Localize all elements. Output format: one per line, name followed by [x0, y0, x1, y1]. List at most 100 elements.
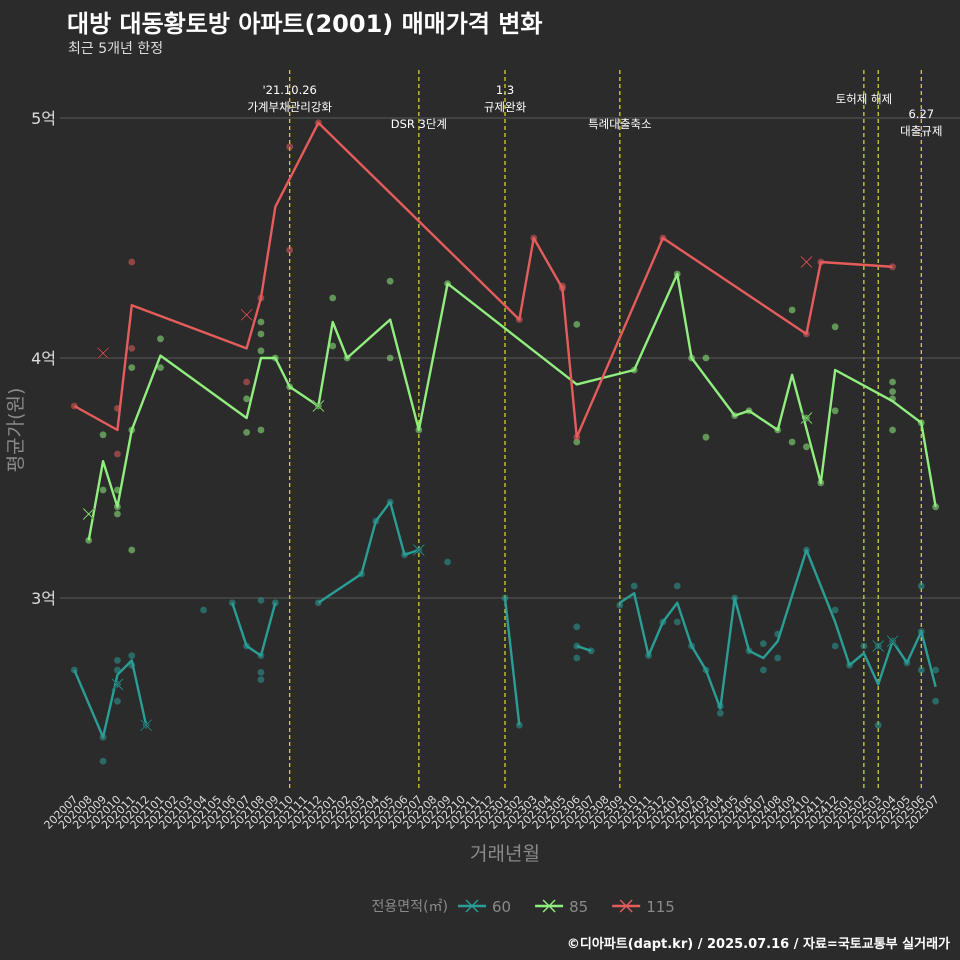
data-point [157, 364, 164, 371]
data-point [257, 669, 265, 676]
legend-item: 60 [458, 898, 511, 916]
cross-stroke [97, 347, 109, 360]
legend-label: 115 [646, 898, 675, 916]
data-point [759, 666, 767, 674]
data-point [573, 623, 581, 631]
data-point [803, 443, 810, 451]
cross-marker [140, 719, 153, 732]
chart-subtitle: 최근 5개년 한정 [68, 41, 164, 57]
series-line [231, 602, 277, 657]
series-line [619, 548, 937, 710]
data-point [114, 450, 121, 458]
data-point [860, 642, 868, 650]
event-label: 규제완화 [484, 100, 527, 114]
data-point [329, 342, 337, 350]
data-point [573, 654, 581, 662]
cross-stroke [140, 719, 152, 732]
data-point [243, 429, 251, 436]
data-point [573, 321, 581, 328]
data-point [788, 306, 796, 314]
series-line [503, 597, 521, 726]
cross-stroke [111, 678, 124, 691]
data-point [831, 407, 839, 415]
event-label: 대출규제 [900, 124, 942, 138]
data-point [157, 335, 164, 343]
event-label: 토허제 해제 [836, 92, 893, 106]
data-point [889, 378, 896, 386]
data-point [257, 426, 265, 434]
data-point [759, 640, 767, 647]
cross-marker [412, 543, 425, 557]
y-tick-label: 4억 [31, 349, 56, 368]
cross-marker [312, 399, 325, 413]
data-point [673, 582, 681, 590]
data-point [286, 143, 294, 151]
data-point [616, 601, 624, 609]
data-point [889, 426, 896, 434]
event-label: 1.3 [496, 83, 514, 97]
legend-label: 85 [569, 898, 588, 916]
data-point [286, 246, 294, 254]
series-115 [70, 119, 896, 458]
cross-stroke [872, 640, 885, 652]
cross-marker [97, 347, 110, 360]
data-point [702, 354, 710, 362]
data-point [99, 431, 107, 439]
cross-marker [800, 255, 813, 269]
data-point [257, 597, 265, 604]
data-point [128, 364, 136, 371]
legend-key-cross [542, 899, 556, 913]
data-point [128, 345, 136, 352]
cross-marker [82, 507, 95, 521]
cross-marker [111, 678, 124, 691]
data-point [889, 388, 896, 395]
legend-key-cross [619, 899, 633, 913]
data-point [673, 618, 681, 626]
data-point [874, 721, 882, 729]
series-line [87, 272, 937, 541]
series-line [317, 500, 420, 604]
data-point [257, 676, 265, 683]
data-point [932, 666, 940, 674]
data-point [114, 510, 121, 518]
data-point [386, 354, 394, 362]
series-line [73, 121, 893, 439]
cross-marker [800, 411, 813, 425]
legend-item: 115 [612, 898, 675, 916]
cross-marker [240, 308, 253, 321]
data-point [128, 546, 136, 554]
data-point [128, 652, 136, 659]
data-point [329, 294, 337, 302]
legend-item: 85 [535, 898, 588, 916]
data-point [99, 486, 107, 494]
cross-stroke [413, 544, 425, 556]
x-axis-title: 거래년월 [470, 843, 540, 865]
data-point [831, 323, 839, 331]
event-label: 6.27 [908, 107, 934, 121]
series-line [73, 659, 148, 739]
data-point [630, 582, 638, 590]
event-label: '21.10.26 [262, 83, 316, 97]
series-line [576, 644, 592, 652]
data-point [917, 582, 925, 590]
data-point [788, 438, 796, 446]
y-axis-title: 평균가(원) [5, 388, 27, 473]
data-point [386, 277, 394, 285]
legend-key-cross [465, 899, 479, 913]
data-point [573, 438, 581, 446]
cross-stroke [82, 508, 95, 520]
cross-stroke [800, 256, 813, 268]
data-point [702, 433, 710, 441]
data-point [257, 347, 265, 355]
legend: 전용면적(㎡) 60 85 115 [372, 898, 675, 916]
cross-marker [886, 635, 899, 648]
data-point [444, 558, 451, 566]
data-point [716, 709, 724, 717]
event-label: DSR 3단계 [391, 117, 447, 131]
data-point [114, 657, 121, 664]
event-label: 특례대출축소 [588, 117, 651, 131]
y-tick-label: 5억 [31, 109, 56, 128]
data-point [774, 654, 782, 662]
series-85 [82, 270, 940, 554]
